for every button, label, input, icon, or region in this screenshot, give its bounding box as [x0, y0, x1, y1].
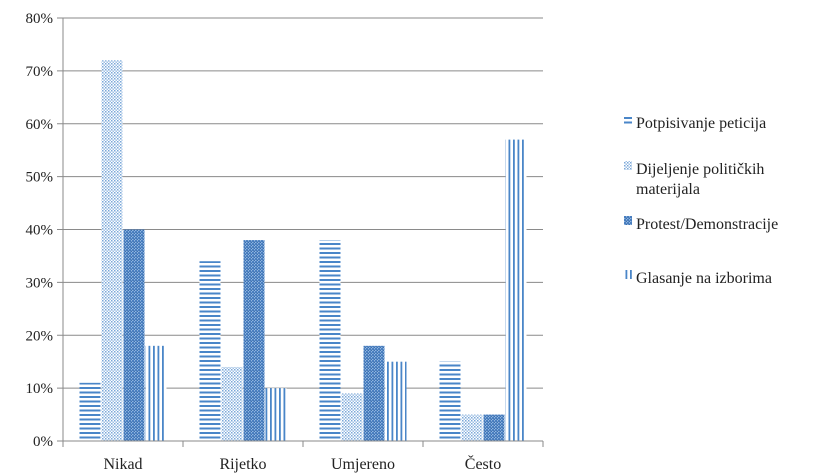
legend-swatch-dots: [624, 161, 632, 170]
legend-label: Protest/Demonstracije: [636, 216, 778, 233]
bar-hlines: [439, 361, 461, 441]
bar-vlines: [385, 361, 407, 441]
bar-dots: [221, 366, 243, 441]
bar-dense: [243, 240, 265, 441]
bar-hlines: [79, 382, 101, 441]
axes: 0% 10% 20% 30% 40% 50% 60% 70% 80% Nikad Rijetko Um…: [26, 11, 544, 473]
legend-swatch-dense: [624, 216, 632, 225]
x-tick-label: Nikad: [103, 456, 142, 473]
bar-vlines: [265, 388, 287, 441]
y-tick-label: 80%: [26, 11, 54, 27]
x-tick-label: Rijetko: [219, 456, 266, 473]
legend-label: Glasanje na izborima: [636, 270, 772, 287]
bar-dense: [483, 414, 505, 441]
y-tick-label: 70%: [26, 64, 54, 80]
y-tick-label: 30%: [26, 275, 54, 291]
x-tick-label: Umjereno: [331, 456, 395, 473]
x-tick-label: Često: [465, 454, 501, 473]
bar-vlines: [145, 345, 167, 441]
bar-vlines: [505, 139, 527, 442]
bar-hlines: [199, 261, 221, 441]
bar-dense: [123, 229, 145, 441]
bar-dots: [341, 393, 363, 441]
bar-dots: [101, 60, 123, 442]
bar-dots: [461, 414, 483, 441]
y-tick-label: 40%: [26, 223, 54, 239]
bar-hlines: [319, 240, 341, 441]
y-tick-label: 10%: [26, 381, 54, 397]
legend-label: Dijeljenje političkih materijala: [636, 161, 764, 198]
legend-swatch-hlines: [624, 115, 632, 124]
bars: [79, 60, 527, 442]
y-tick-label: 20%: [26, 328, 54, 344]
legend-swatch-vlines: [624, 270, 632, 279]
legend: Potpisivanje peticija Dijeljenje političk…: [624, 115, 778, 287]
legend-label: Potpisivanje peticija: [636, 115, 766, 132]
y-tick-label: 50%: [26, 170, 54, 186]
y-tick-label: 0%: [33, 434, 53, 450]
bar-dense: [363, 345, 385, 441]
y-tick-label: 60%: [26, 117, 54, 133]
